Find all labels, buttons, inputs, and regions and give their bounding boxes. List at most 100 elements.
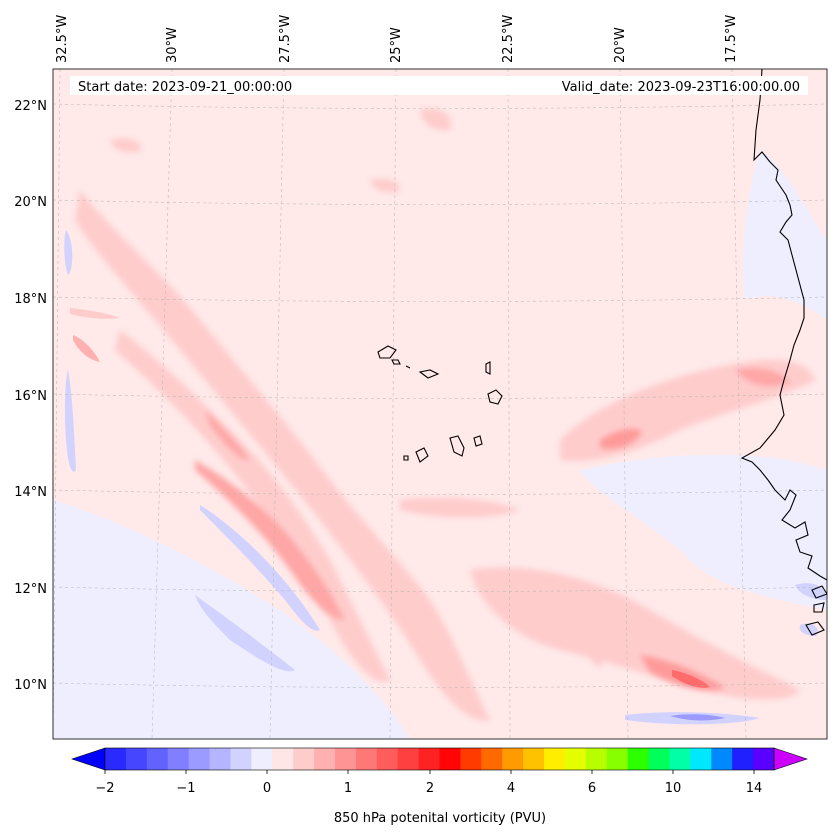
south-pink-region xyxy=(470,567,800,700)
colorbar-swatch xyxy=(314,748,336,770)
lon-label: 30°W xyxy=(165,27,180,63)
colorbar-tick-label: 0 xyxy=(263,781,271,796)
cape-verde-santo-antao xyxy=(377,345,397,359)
colorbar-swatch xyxy=(418,748,440,770)
lat-label: 12°N xyxy=(14,582,47,597)
colorbar-swatch xyxy=(648,748,670,770)
colorbar-swatches xyxy=(105,748,775,770)
lon-label: 17.5°W xyxy=(724,15,739,63)
colorbar-swatch xyxy=(732,748,754,770)
colorbar-swatch xyxy=(606,748,629,770)
lat-label: 16°N xyxy=(14,389,47,404)
northwest-diagonal-band xyxy=(75,190,490,721)
colorbar-tick-label: −1 xyxy=(176,781,195,796)
colorbar-swatch xyxy=(627,748,650,770)
colorbar-swatch xyxy=(355,748,378,770)
lat-label: 18°N xyxy=(14,292,47,307)
colorbar-label: 850 hPa potenital vorticity (PVU) xyxy=(334,811,546,826)
diagonal-blue-band xyxy=(200,505,320,631)
colorbar-tick-label: 10 xyxy=(665,781,682,796)
west-coast-streak xyxy=(73,335,100,362)
colorbar-swatch xyxy=(585,748,608,770)
start-date-label: Start date: 2023-09-21_00:00:00 xyxy=(78,80,292,95)
coast-islands-south xyxy=(805,585,827,636)
colorbar-swatch xyxy=(439,748,461,770)
colorbar-swatch xyxy=(669,748,691,770)
colorbar-swatch xyxy=(188,748,211,770)
lat-label: 20°N xyxy=(14,195,47,210)
east-blue-region xyxy=(580,454,827,610)
south-blue-core xyxy=(670,714,725,721)
colorbar-swatch xyxy=(146,748,169,770)
central-red-streak-2 xyxy=(205,410,250,461)
colorbar-swatch xyxy=(711,748,733,770)
colorbar-frame xyxy=(104,747,775,771)
latitude-labels: 22°N 20°N 18°N 16°N 14°N 12°N 10°N xyxy=(14,99,47,693)
colorbar-swatch xyxy=(481,748,503,770)
south-red-center xyxy=(672,670,710,688)
west-upper-streak xyxy=(70,308,120,319)
colorbar-swatch xyxy=(334,748,357,770)
colorbar-swatch xyxy=(209,748,231,770)
positive-pv-areas xyxy=(70,108,815,721)
colorbar-tick-label: −2 xyxy=(95,781,114,796)
colorbar-swatch xyxy=(753,748,775,770)
cape-verde-santa-luzia xyxy=(405,365,411,369)
colorbar-swatch xyxy=(272,748,294,770)
west-blue-strip xyxy=(64,370,76,472)
colorbar-tick-label: 2 xyxy=(426,781,434,796)
colorbar-swatch xyxy=(523,748,545,770)
cape-verde-brava xyxy=(403,455,409,461)
central-red-streak xyxy=(195,460,345,620)
header-bar xyxy=(70,76,808,95)
valid-date-label: Valid_date: 2023-09-23T16:00:00.00 xyxy=(562,80,800,95)
cape-verde-fogo xyxy=(415,447,429,463)
colorbar-swatch xyxy=(125,748,148,770)
colorbar-swatch xyxy=(167,748,190,770)
colorbar-swatch xyxy=(293,748,315,770)
lat-label: 14°N xyxy=(14,485,47,500)
colorbar-swatch xyxy=(397,748,420,770)
colorbar-swatch xyxy=(251,748,273,770)
cape-verde-sao-nicolau xyxy=(418,369,440,379)
colorbar-tick-label: 4 xyxy=(507,781,515,796)
map-frame xyxy=(52,68,828,740)
cape-verde-sao-vicente xyxy=(391,359,401,365)
gridlines xyxy=(53,69,827,739)
colorbar-under-triangle xyxy=(71,747,106,771)
colorbar-swatch xyxy=(460,748,482,770)
lon-label: 27.5°W xyxy=(278,15,293,63)
colorbar-swatch xyxy=(544,748,566,770)
africa-coastline xyxy=(740,69,827,581)
west-blue-blob xyxy=(64,230,73,275)
colorbar-swatch xyxy=(376,748,399,770)
northeast-blue-region xyxy=(743,150,827,320)
colorbar-tick-label: 14 xyxy=(746,781,763,796)
lat-label: 10°N xyxy=(14,678,47,693)
coastlines xyxy=(377,69,827,636)
lon-label: 32.5°W xyxy=(55,15,70,63)
longitude-labels: 32.5°W 30°W 27.5°W 25°W 22.5°W 20°W 17.5… xyxy=(55,15,739,63)
south-red-core xyxy=(640,655,725,691)
colorbar-over-triangle xyxy=(773,747,808,771)
cape-verde-santiago xyxy=(449,435,465,457)
lon-label: 25°W xyxy=(389,27,404,63)
colorbar-ticks xyxy=(104,770,755,774)
cape-verde-maio xyxy=(473,435,483,447)
colorbar: −2 −1 0 1 2 4 6 10 14 850 hPa potenital … xyxy=(71,747,808,826)
colorbar-tick-labels: −2 −1 0 1 2 4 6 10 14 xyxy=(95,781,762,796)
lon-label: 20°W xyxy=(613,27,628,63)
cape-verde-boa-vista xyxy=(487,389,503,405)
coast-red-core xyxy=(735,368,790,386)
colorbar-swatch xyxy=(690,748,712,770)
colorbar-swatch xyxy=(502,748,524,770)
southwest-blue-region xyxy=(53,500,410,739)
colorbar-tick-label: 1 xyxy=(344,781,352,796)
diagonal-blue-band-2 xyxy=(195,595,295,672)
colorbar-swatch xyxy=(564,748,587,770)
colorbar-swatch xyxy=(105,748,127,770)
cape-verde-sal xyxy=(485,361,491,375)
east-red-core xyxy=(600,428,642,450)
colorbar-tick-label: 6 xyxy=(588,781,596,796)
